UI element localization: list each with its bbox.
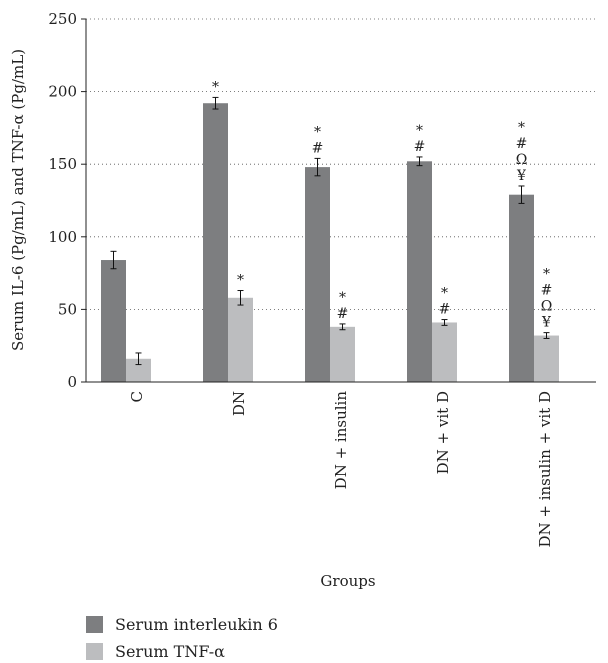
y-axis-ticks: 0 50 100 150 200 250 [48,10,86,391]
y-tick-label: 150 [48,155,77,173]
x-axis-title: Groups [320,572,375,590]
significance-marker: Ω [541,299,553,315]
significance-marker: # [541,283,553,299]
significance-marker: # [312,140,324,156]
significance-marker: * [441,286,448,302]
significance-marker: # [337,306,349,322]
x-tick-label: DN + insulin + vit D [536,391,554,548]
legend-swatch [86,643,103,660]
bar-tnf [228,297,253,382]
y-tick-label: 50 [58,300,77,318]
bar-il6 [407,161,432,382]
x-tick-label: DN + insulin [332,391,350,490]
significance-marker: # [414,139,426,155]
significance-marker: * [314,124,321,140]
significance-marker: Ω [516,152,528,168]
x-tick-label: C [128,391,146,402]
y-tick-label: 100 [48,228,77,246]
x-tick-label: DN [230,391,248,416]
x-axis-tick-labels: C DN DN + insulin DN + vit D DN + insulin + … [128,391,554,548]
y-tick-label: 200 [48,83,77,101]
x-tick-label: DN + vit D [434,391,452,474]
significance-marker: * [518,120,525,136]
bar-il6 [101,260,126,382]
significance-marker: * [237,273,244,289]
bar-tnf [330,326,355,382]
bar-tnf [126,358,151,382]
legend-label: Serum interleukin 6 [115,615,278,634]
legend-label: Serum TNF-α [115,642,225,661]
significance-marker: * [212,79,219,95]
y-tick-label: 0 [67,373,77,391]
bars: ***#*#*#*#*#Ω¥*#Ω¥ [101,79,559,382]
significance-marker: # [516,136,528,152]
bar-tnf [534,335,559,382]
y-tick-label: 250 [48,10,77,28]
significance-marker: * [416,123,423,139]
legend-swatch [86,616,103,633]
significance-marker: ¥ [516,168,526,184]
bar-tnf [432,322,457,382]
significance-marker: ¥ [541,315,551,331]
significance-marker: * [339,290,346,306]
significance-marker: * [543,267,550,283]
bar-il6 [203,103,228,382]
bar-il6 [509,194,534,382]
bar-il6 [305,167,330,382]
legend: Serum interleukin 6 Serum TNF-α [86,615,278,661]
y-axis-title: Serum IL-6 (Pg/mL) and TNF-α (Pg/mL) [9,49,27,351]
significance-marker: # [439,302,451,318]
